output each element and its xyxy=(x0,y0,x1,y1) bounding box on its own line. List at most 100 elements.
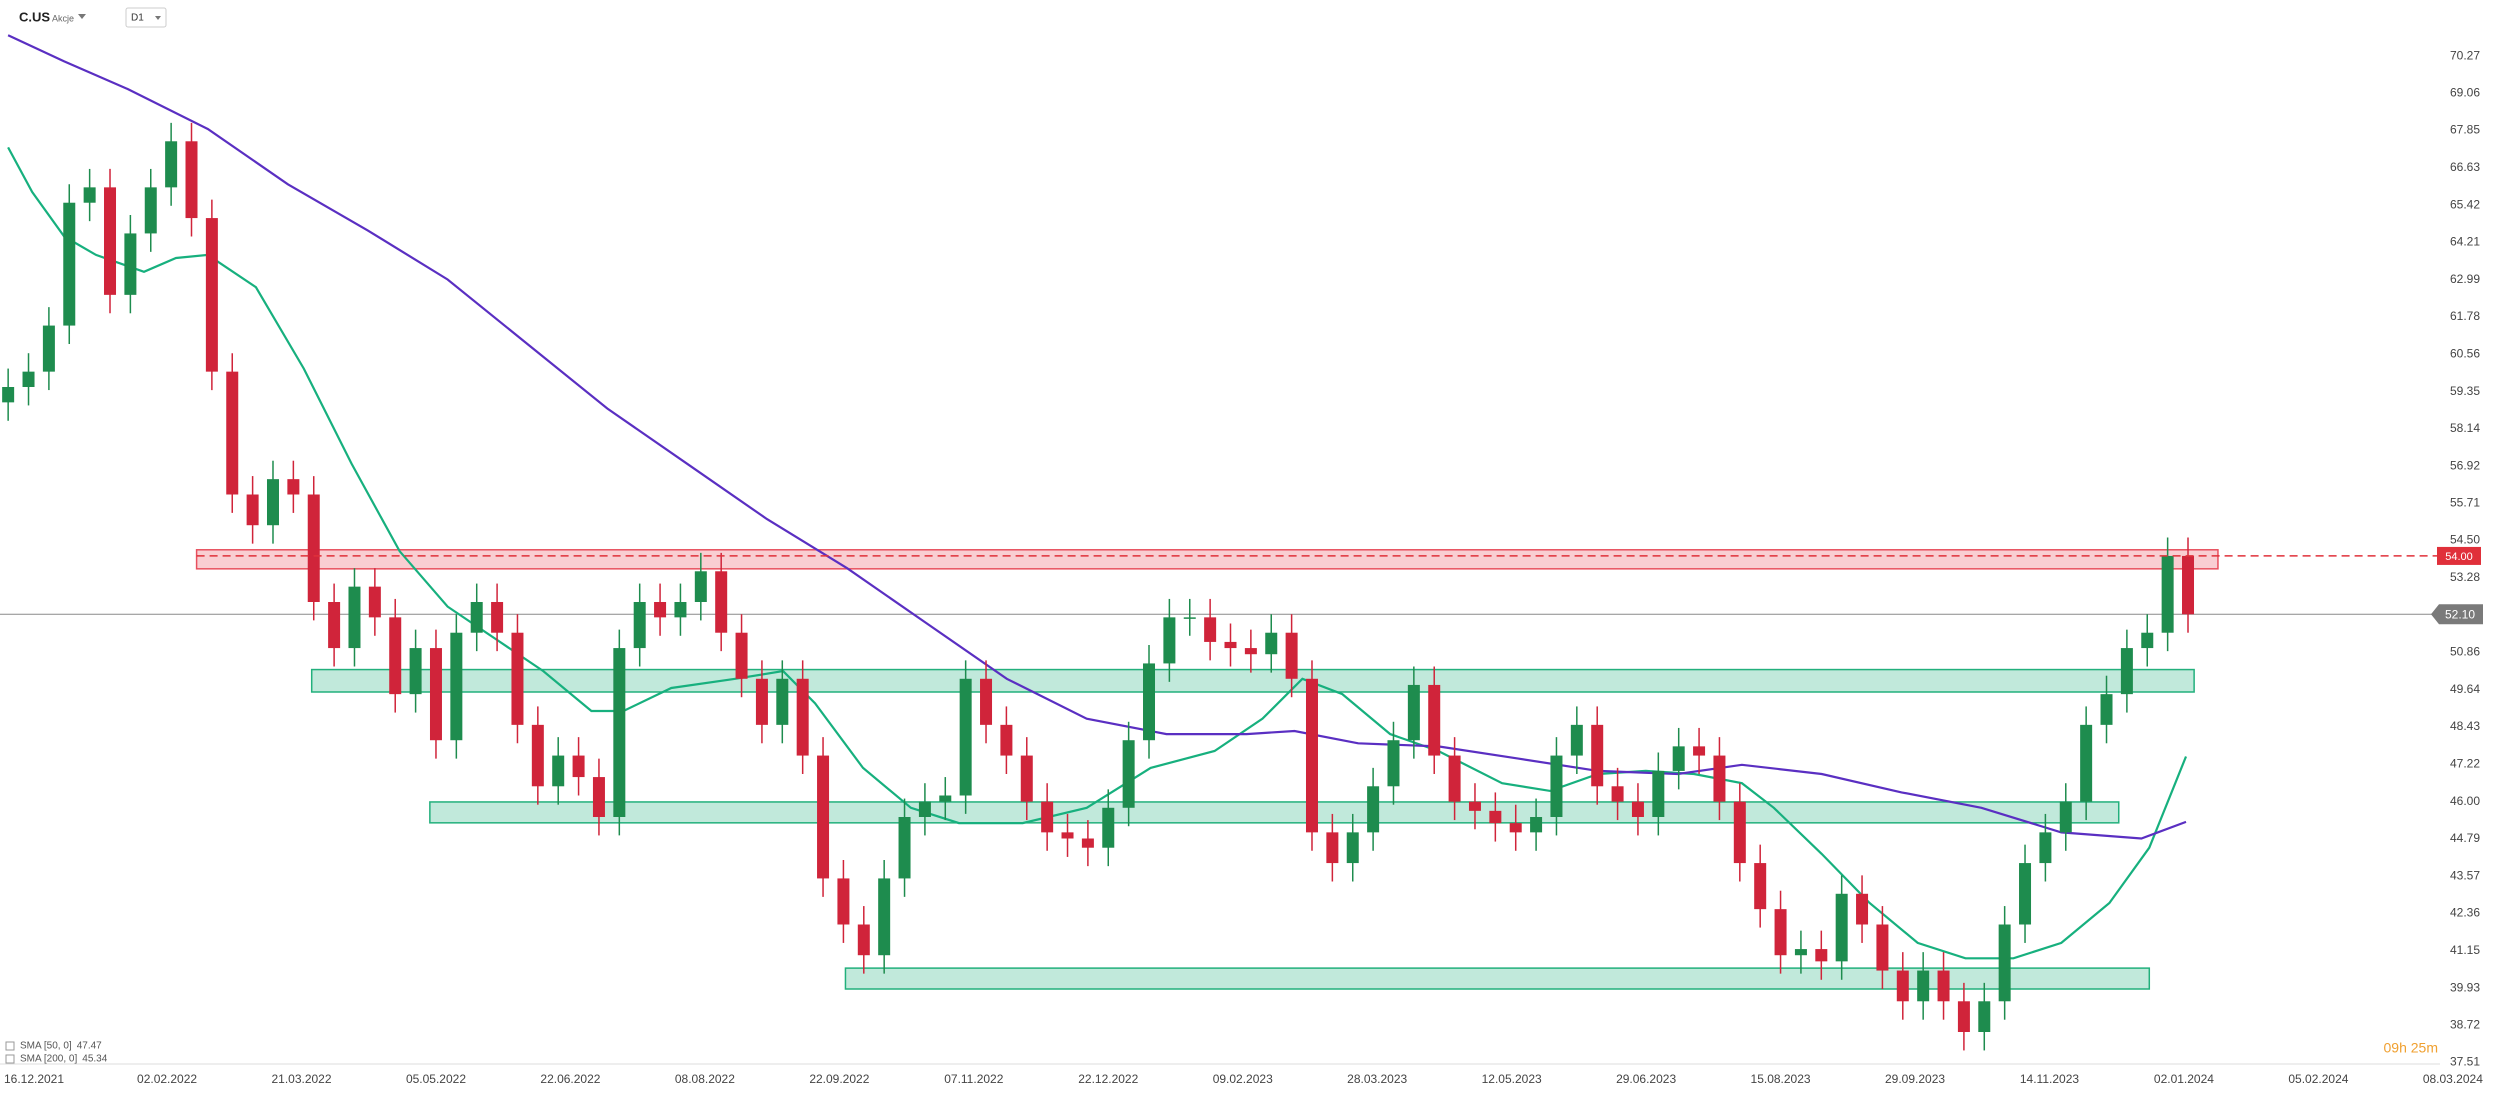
candle-body xyxy=(755,678,768,725)
candle-body xyxy=(1998,924,2011,1002)
x-tick-label: 09.02.2023 xyxy=(1213,1072,1273,1086)
candle-body xyxy=(898,817,911,879)
zone xyxy=(429,801,2120,824)
x-tick-label: 22.06.2022 xyxy=(540,1072,600,1086)
y-tick-label: 43.57 xyxy=(2450,868,2480,882)
candle-body xyxy=(1489,810,1502,824)
price-badge xyxy=(2431,604,2483,625)
candle-body xyxy=(918,801,931,817)
candle-body xyxy=(1387,740,1400,787)
candle-body xyxy=(1000,724,1013,756)
candle-body xyxy=(1102,807,1115,848)
y-tick-label: 65.42 xyxy=(2450,197,2480,211)
candle-body xyxy=(1978,1001,1991,1032)
candle-body xyxy=(674,602,687,618)
candle-body xyxy=(226,371,239,495)
candle-body xyxy=(1468,801,1481,811)
candle-body xyxy=(1937,970,1950,1002)
candle-body xyxy=(1733,801,1746,864)
y-tick-label: 46.00 xyxy=(2450,794,2480,808)
legend-value: 45.34 xyxy=(82,1054,107,1065)
y-tick-label: 60.56 xyxy=(2450,347,2480,361)
candle-body xyxy=(287,479,300,495)
candle-body xyxy=(22,371,35,387)
y-tick-label: 58.14 xyxy=(2450,421,2480,435)
candle-body xyxy=(429,648,442,741)
sma-line xyxy=(7,146,2188,960)
candle-body xyxy=(2161,555,2174,633)
candle-body xyxy=(531,724,544,787)
y-tick-label: 53.28 xyxy=(2450,570,2480,584)
candle-body xyxy=(1346,832,1359,864)
candle-body xyxy=(1143,663,1156,741)
candle-body xyxy=(1917,970,1930,1002)
legend-icon xyxy=(5,1041,15,1051)
x-tick-label: 22.09.2022 xyxy=(809,1072,869,1086)
level-badge xyxy=(2437,546,2481,565)
symbol-dropdown[interactable] xyxy=(78,14,86,19)
candle-body xyxy=(1713,755,1726,802)
candle-body xyxy=(1611,786,1624,802)
candle-body xyxy=(1570,724,1583,756)
candle-body xyxy=(389,617,402,695)
legend-name: SMA [50, 0] xyxy=(20,1041,72,1052)
candle-body xyxy=(2100,694,2113,725)
candle-body xyxy=(592,777,605,817)
candle-body xyxy=(2059,801,2072,833)
y-tick-label: 69.06 xyxy=(2450,86,2480,100)
y-tick-label: 49.64 xyxy=(2450,682,2480,696)
zone xyxy=(195,549,2219,570)
x-tick-label: 29.09.2023 xyxy=(1885,1072,1945,1086)
y-tick-label: 50.86 xyxy=(2450,645,2480,659)
x-tick-label: 15.08.2023 xyxy=(1751,1072,1811,1086)
candle-body xyxy=(1305,678,1318,833)
legend-value: 47.47 xyxy=(77,1041,102,1052)
symbol: C.US xyxy=(19,9,50,24)
candle-body xyxy=(1835,893,1848,962)
candle-body xyxy=(857,924,870,956)
y-tick-label: 48.43 xyxy=(2450,719,2480,733)
candle-body xyxy=(796,678,809,756)
level-label: 54.00 xyxy=(2445,551,2473,563)
y-tick-label: 55.71 xyxy=(2450,496,2480,510)
candle-body xyxy=(1122,740,1135,808)
y-tick-label: 37.51 xyxy=(2450,1055,2480,1069)
y-tick-label: 66.63 xyxy=(2450,160,2480,174)
candle-body xyxy=(491,602,504,633)
candle-body xyxy=(939,795,952,802)
candle-body xyxy=(205,218,218,372)
candle-body xyxy=(1815,949,1828,962)
legend-name: SMA [200, 0] xyxy=(20,1054,77,1065)
interval-select[interactable] xyxy=(125,7,167,28)
candle-body xyxy=(2182,555,2195,615)
candle-body xyxy=(511,632,524,725)
legend-icon xyxy=(5,1054,15,1064)
candle-body xyxy=(1285,632,1298,679)
x-tick-label: 16.12.2021 xyxy=(4,1072,64,1086)
x-tick-label: 28.03.2023 xyxy=(1347,1072,1407,1086)
sma-line xyxy=(7,34,2187,840)
x-tick-label: 05.05.2022 xyxy=(406,1072,466,1086)
candle-body xyxy=(1794,949,1807,956)
candle-body xyxy=(124,233,137,295)
plot: 70.27 69.06 67.85 66.63 65.42 64.21 62.99 61.78… xyxy=(0,34,2483,1086)
y-tick-label: 67.85 xyxy=(2450,123,2480,137)
x-tick-label: 07.11.2022 xyxy=(944,1072,1003,1086)
y-tick-label: 42.36 xyxy=(2450,906,2480,920)
candle-body xyxy=(2039,832,2052,864)
candle-body xyxy=(1407,684,1420,741)
x-tick-label: 02.02.2022 xyxy=(137,1072,197,1086)
candle-body xyxy=(2,387,15,403)
candle-body xyxy=(1448,755,1461,802)
candle-body xyxy=(694,571,707,602)
interval-arrow xyxy=(155,16,161,20)
candle-body xyxy=(1081,838,1094,848)
candle-body xyxy=(613,648,626,817)
candle-body xyxy=(1876,924,1889,971)
price-label: 52.10 xyxy=(2445,607,2475,621)
candle-body xyxy=(470,602,483,633)
candle-body xyxy=(83,187,96,203)
candle-body xyxy=(185,141,198,219)
candle-body xyxy=(328,602,341,649)
candle-body xyxy=(817,755,830,879)
